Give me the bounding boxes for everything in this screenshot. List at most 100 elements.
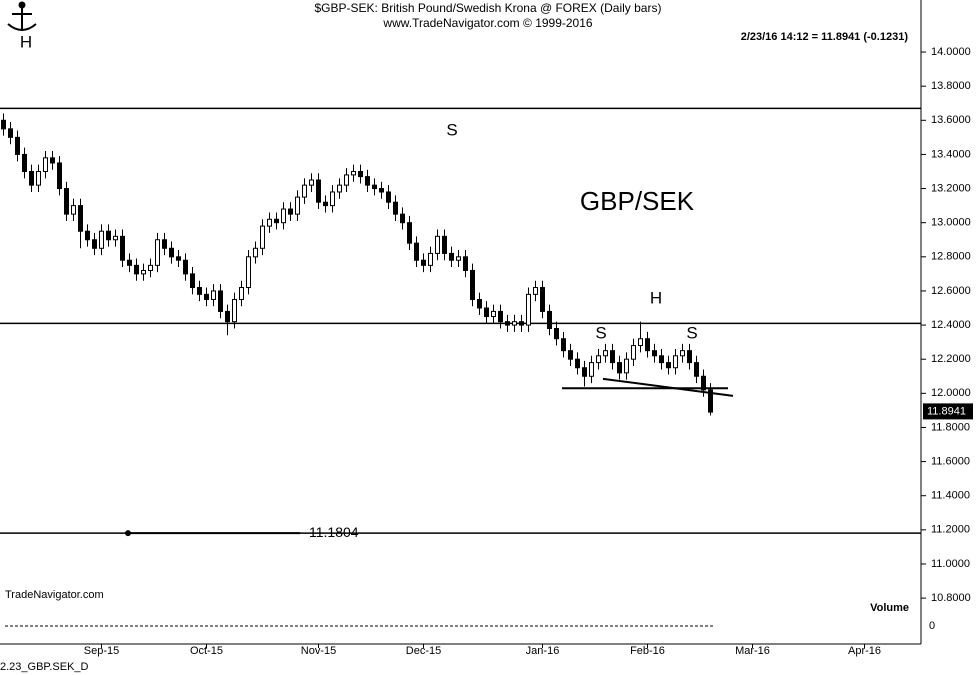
y-tick-label: 11.4000 [931, 490, 970, 502]
candle-body [624, 358, 629, 374]
y-tick-label: 11.6000 [931, 455, 970, 467]
candle-body [78, 205, 83, 232]
x-tick-label: Jan-16 [526, 645, 560, 657]
candle-body [71, 205, 76, 215]
candle-body [148, 264, 153, 271]
candle-body [442, 235, 447, 254]
y-tick-label: 13.6000 [931, 114, 971, 126]
candle-body [491, 310, 496, 318]
candle-body [169, 247, 174, 258]
candle-body [680, 350, 685, 357]
y-tick-label: 12.2000 [931, 353, 971, 365]
candle-body [218, 290, 223, 312]
candle-body [687, 350, 692, 364]
annotation: S [595, 323, 606, 342]
candle-body [582, 367, 587, 377]
y-tick-label: 11.0000 [931, 558, 970, 570]
candle-body [323, 201, 328, 207]
candle-body [533, 287, 538, 295]
candle-body [239, 287, 244, 300]
candle-body [463, 256, 468, 271]
candle-body [400, 213, 405, 224]
candle-body [645, 338, 650, 352]
candle-body [428, 252, 433, 266]
candle-body [190, 273, 195, 289]
x-tick-label: Nov-15 [301, 645, 336, 657]
last-price-label: 11.8941 [927, 405, 966, 417]
candle-body [386, 191, 391, 203]
candle-body [372, 184, 377, 190]
candle-body [554, 327, 559, 340]
logo [7, 1, 37, 31]
last-price-box [923, 403, 973, 420]
candle-body [197, 287, 202, 295]
candle-body [512, 321, 517, 326]
candle-body [673, 355, 678, 369]
candle-body [498, 310, 503, 323]
candle-body [694, 362, 699, 377]
candle-body [92, 239, 97, 249]
candle-body [547, 310, 552, 329]
candle-body [134, 264, 139, 275]
candle-body [631, 345, 636, 360]
candle-body [617, 362, 622, 374]
candle-body [666, 362, 671, 369]
y-tick-label: 12.4000 [931, 319, 971, 331]
candle-body [568, 350, 573, 360]
level-label: 11.1804 [309, 524, 359, 540]
annotation: S [686, 323, 697, 342]
candle-body [414, 242, 419, 261]
candle-body [421, 259, 426, 266]
annotation: H [20, 32, 32, 51]
y-tick-label: 12.8000 [931, 251, 971, 263]
candle-body [274, 218, 279, 224]
quote: 2/23/16 14:12 = 11.8941 (-0.1231) [741, 31, 909, 43]
y-tick-label: 13.0000 [931, 217, 971, 229]
footer: 2.23_GBP.SEK_D [0, 661, 89, 673]
candle-body [29, 170, 34, 186]
x-tick-label: Mar-16 [735, 645, 770, 657]
candle-body [260, 225, 265, 249]
candle-body [281, 208, 286, 224]
source: TradeNavigator.com [5, 589, 104, 601]
candle-body [435, 235, 440, 254]
chart-title: $GBP-SEK: British Pound/Swedish Krona @ … [315, 1, 662, 15]
candle-body [302, 184, 307, 198]
candle-body [176, 256, 181, 261]
candle-body [456, 256, 461, 261]
candle-body [288, 208, 293, 215]
chart-subtitle: www.TradeNavigator.com © 1999-2016 [382, 16, 592, 30]
volume-label: Volume [870, 602, 909, 614]
candle-body [449, 252, 454, 261]
candle-body [477, 298, 482, 309]
candle-body [358, 170, 363, 178]
candle-body [64, 188, 69, 215]
candle-body [85, 230, 90, 241]
candle-body [22, 153, 27, 172]
candle-body [267, 218, 272, 227]
candle-body [652, 350, 657, 357]
candle-body [337, 184, 342, 193]
candle-body [141, 269, 146, 275]
candle-body [50, 157, 55, 164]
x-tick-label: Dec-15 [406, 645, 441, 657]
y-tick-label: 14.0000 [931, 46, 971, 58]
candle-body [659, 355, 664, 364]
candle-body [253, 247, 258, 258]
candle-body [316, 179, 321, 203]
candle-body [155, 239, 160, 266]
candle-body [596, 355, 601, 364]
candle-body [183, 259, 188, 275]
candle-body [365, 176, 370, 186]
candle-body [379, 188, 384, 193]
y-tick-label: 12.0000 [931, 387, 971, 399]
candle-body [106, 230, 111, 241]
level-dot [125, 530, 131, 537]
annotation: GBP/SEK [580, 186, 695, 216]
candle-body [610, 350, 615, 364]
candle-body [225, 310, 230, 323]
candle-body [519, 321, 524, 326]
candle-body [540, 287, 545, 312]
volume-tick-label: 0 [929, 620, 935, 632]
